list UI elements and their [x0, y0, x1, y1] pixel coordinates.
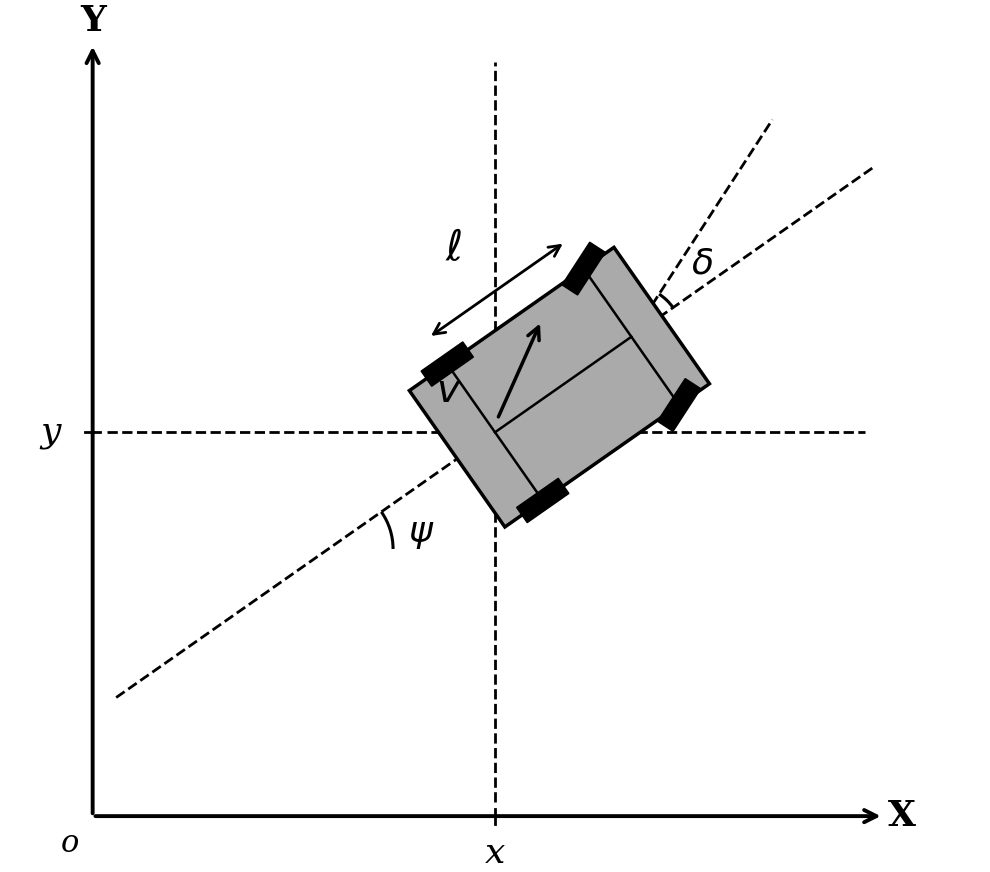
- Text: y: y: [41, 415, 61, 449]
- Text: x: x: [485, 836, 505, 870]
- Polygon shape: [657, 378, 701, 432]
- Text: o: o: [60, 828, 79, 860]
- Text: X: X: [888, 799, 916, 833]
- Text: Y: Y: [80, 3, 106, 37]
- Polygon shape: [517, 479, 569, 522]
- Polygon shape: [562, 242, 605, 295]
- Text: $\delta$: $\delta$: [691, 247, 713, 281]
- Polygon shape: [410, 248, 710, 527]
- Text: $\psi$: $\psi$: [408, 516, 435, 550]
- Text: $\ell$: $\ell$: [446, 227, 462, 269]
- Polygon shape: [421, 342, 473, 386]
- Text: $v$: $v$: [437, 372, 462, 410]
